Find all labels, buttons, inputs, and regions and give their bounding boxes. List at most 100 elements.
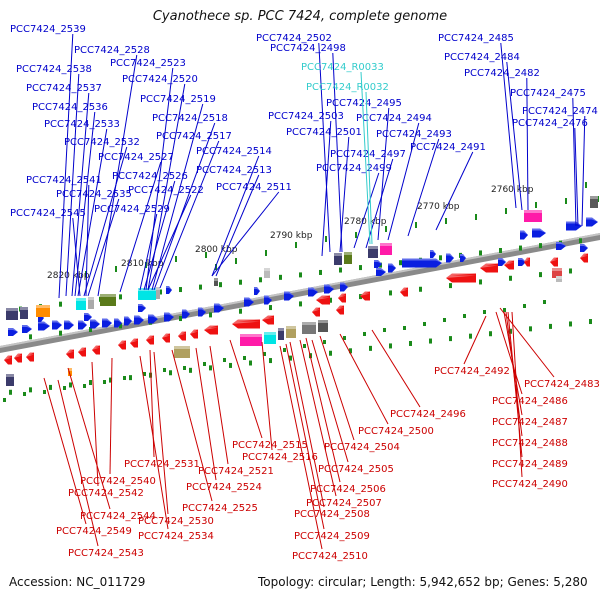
tick-mark-inner bbox=[209, 312, 212, 318]
gene-minus-strand bbox=[162, 333, 170, 343]
gene-label-plus-leader bbox=[353, 172, 380, 249]
tick-mark-outer bbox=[585, 182, 587, 188]
tick-mark-bottom bbox=[423, 322, 426, 326]
gene-plus-outer-shade bbox=[498, 258, 506, 262]
tick-mark-outer bbox=[565, 198, 567, 204]
gene-label-minus-leader bbox=[109, 357, 113, 475]
gene-plus-strand-shade bbox=[134, 315, 144, 320]
gene-label-minus-leader bbox=[285, 343, 325, 530]
gene-plus-strand bbox=[284, 291, 294, 301]
gene-plus-strand-shade bbox=[182, 309, 190, 314]
tick-mark-upper bbox=[279, 274, 282, 280]
gene-plus-outer-shade bbox=[84, 313, 92, 317]
gene-minus-strand bbox=[550, 257, 558, 267]
tick-mark-inner bbox=[569, 268, 572, 274]
gene-label-minus-leader bbox=[67, 367, 111, 510]
tick-mark-upper bbox=[59, 301, 62, 307]
gene-label-minus: PCC7424_2489 bbox=[492, 459, 568, 470]
gene-minus-strand-shade bbox=[338, 293, 346, 298]
gene-label-minus: PCC7424_2549 bbox=[56, 526, 132, 537]
gene-plus-strand bbox=[182, 309, 190, 319]
tick-mark-lower bbox=[49, 384, 52, 390]
tick-mark-lower bbox=[69, 382, 72, 388]
gene-label-plus-leader bbox=[83, 146, 128, 297]
gene-label-minus: PCC7424_2483 bbox=[524, 379, 600, 390]
tick-mark-lower bbox=[89, 380, 92, 386]
gene-plus-strand-shade bbox=[124, 316, 132, 321]
tick-mark-bottom bbox=[303, 344, 306, 348]
gene-plus-outer-shade bbox=[376, 268, 386, 272]
gene-label-plus-leader bbox=[145, 67, 174, 291]
gene-label-minus-leader bbox=[305, 337, 341, 483]
gene-minus-strand bbox=[130, 338, 138, 348]
gene-plus-outer bbox=[22, 325, 32, 333]
gene-minus-strand-shade bbox=[66, 349, 74, 354]
gene-feature-box-shade bbox=[278, 328, 284, 331]
tick-mark-inner bbox=[449, 283, 452, 289]
tick-mark-lower bbox=[409, 340, 412, 346]
gene-minus-strand-shade bbox=[190, 329, 198, 334]
gene-label-minus: PCC7424_2509 bbox=[294, 531, 370, 542]
map-title: Cyanothece sp. PCC 7424, complete genome bbox=[152, 9, 448, 24]
gene-label-plus-leader bbox=[211, 191, 280, 277]
gene-label-plus: PCC7424_2511 bbox=[216, 182, 292, 193]
gene-feature-box-shade bbox=[138, 288, 156, 291]
gene-label-rna-leader bbox=[365, 91, 373, 245]
gene-plus-strand bbox=[340, 282, 348, 292]
gene-minus-strand bbox=[14, 353, 22, 363]
tick-mark-outer bbox=[415, 222, 417, 228]
gene-plus-strand-shade bbox=[388, 263, 396, 268]
gene-plus-strand-shade bbox=[324, 284, 334, 289]
tick-mark-inner bbox=[269, 305, 272, 311]
gene-minus-strand-shade bbox=[446, 273, 476, 278]
gene-label-minus-leader bbox=[371, 329, 421, 408]
gene-plus-strand-shade bbox=[532, 228, 546, 233]
gene-plus-strand bbox=[402, 258, 442, 268]
tick-mark-outer bbox=[295, 242, 297, 248]
gene-label-plus-leader bbox=[318, 42, 331, 253]
gene-label-minus: PCC7424_2542 bbox=[68, 488, 144, 499]
gene-minus-strand bbox=[338, 293, 346, 303]
gene-feature-box bbox=[36, 305, 50, 317]
gene-minus-strand bbox=[118, 340, 126, 350]
gene-plus-strand-shade bbox=[340, 282, 348, 287]
gene-label-plus: PCC7424_2503 bbox=[268, 111, 344, 122]
gene-minus-strand bbox=[262, 315, 274, 325]
gene-minus-strand bbox=[190, 329, 198, 339]
gene-label-plus: PCC7424_2532 bbox=[64, 137, 140, 148]
gene-label-plus-leader bbox=[365, 158, 394, 249]
gene-feature-box-shade bbox=[36, 305, 50, 308]
gene-plus-strand-shade bbox=[244, 297, 254, 302]
tick-mark-inner bbox=[329, 297, 332, 303]
gene-label-plus: PCC7424_2545 bbox=[10, 208, 86, 219]
tick-mark-upper bbox=[579, 238, 582, 244]
gene-label-plus-leader bbox=[147, 194, 192, 291]
gene-minus-strand bbox=[66, 349, 74, 359]
gene-feature-box bbox=[264, 332, 276, 344]
gene-label-plus: PCC7424_2526 bbox=[112, 171, 188, 182]
gene-label-plus-leader bbox=[119, 161, 162, 293]
tick-mark-inner bbox=[29, 334, 32, 340]
gene-label-plus: PCC7424_2501 bbox=[286, 127, 362, 138]
gene-plus-strand bbox=[214, 303, 224, 313]
tick-mark-lower bbox=[289, 355, 292, 361]
gene-minus-strand-shade bbox=[162, 333, 170, 338]
tick-mark-bottom bbox=[163, 368, 166, 372]
tick-mark-lower bbox=[329, 350, 332, 356]
gene-label-plus-leader bbox=[215, 174, 260, 277]
tick-mark-outer bbox=[325, 236, 327, 242]
position-label: 2800 kbp bbox=[195, 245, 238, 255]
tick-mark-lower bbox=[349, 348, 352, 354]
tick-mark-upper bbox=[439, 255, 442, 261]
gene-feature-box bbox=[590, 196, 598, 208]
gene-feature-box bbox=[88, 297, 94, 309]
gene-minus-strand bbox=[480, 263, 498, 273]
tick-mark-bottom bbox=[263, 352, 266, 356]
gene-plus-strand-shade bbox=[102, 318, 112, 323]
gene-label-plus: PCC7424_2536 bbox=[32, 102, 108, 113]
gene-label-plus-leader bbox=[339, 136, 350, 253]
gene-label-rna: PCC7424_R0032 bbox=[306, 82, 389, 93]
gene-feature-box bbox=[302, 322, 316, 334]
gene-label-plus: PCC7424_2476 bbox=[512, 118, 588, 129]
